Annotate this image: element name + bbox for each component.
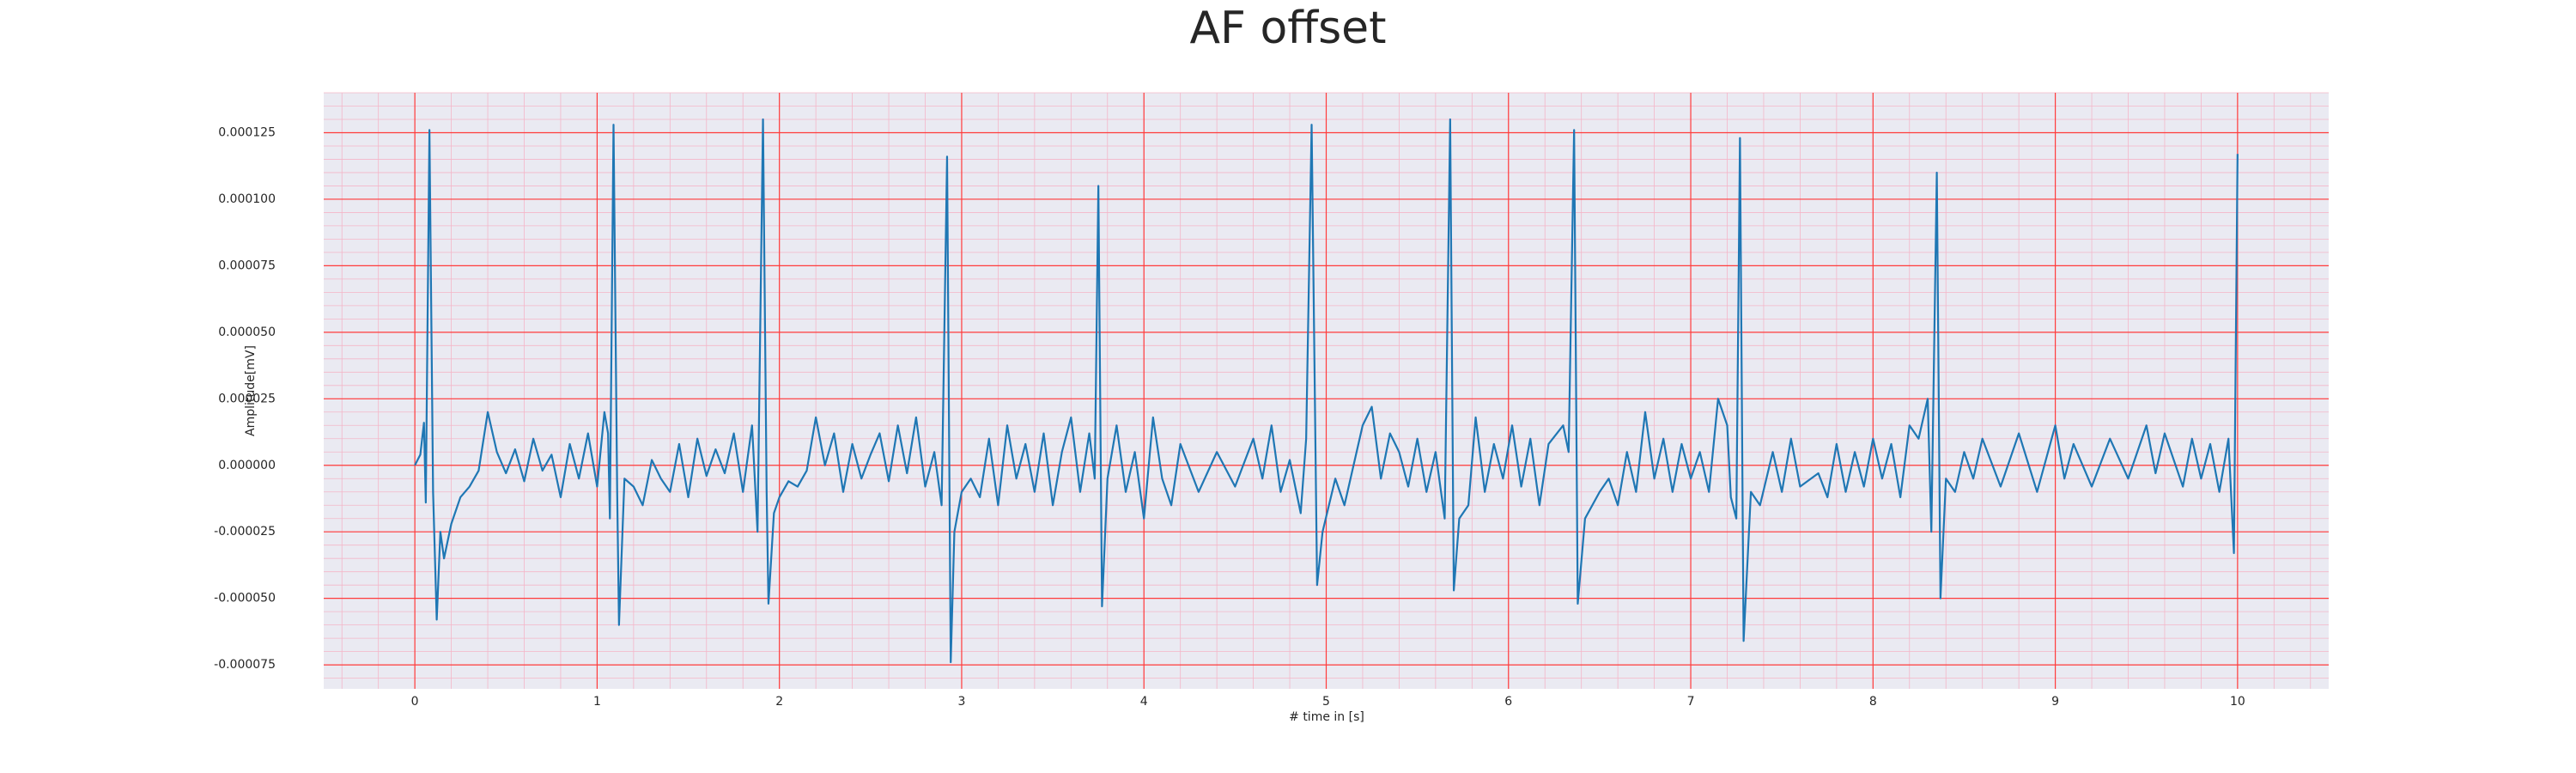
- x-tick-label: 3: [957, 695, 965, 709]
- x-tick-label: 2: [775, 695, 783, 709]
- y-tick-label: -0.000075: [214, 658, 276, 672]
- x-tick-label: 10: [2230, 695, 2245, 709]
- y-tick-label: -0.000025: [214, 525, 276, 539]
- y-axis-label: Amplitude[mV]: [244, 345, 258, 436]
- y-tick-label: 0.000100: [218, 192, 276, 206]
- x-tick-label: 5: [1322, 695, 1330, 709]
- y-tick-label: 0.000125: [218, 125, 276, 139]
- x-tick-label: 0: [411, 695, 419, 709]
- y-tick-label: 0.000050: [218, 326, 276, 339]
- x-tick-label: 9: [2051, 695, 2059, 709]
- x-tick-label: 1: [593, 695, 601, 709]
- x-tick-label: 6: [1504, 695, 1512, 709]
- y-tick-label: 0.000025: [218, 392, 276, 405]
- y-tick-label: 0.000075: [218, 259, 276, 272]
- x-axis-label: # time in [s]: [1289, 710, 1364, 724]
- chart-title: AF offset: [1189, 3, 1386, 54]
- y-tick-label: 0.000000: [218, 459, 276, 472]
- line-series: [414, 118, 2239, 664]
- y-tick-label: -0.000050: [214, 592, 276, 606]
- x-tick-label: 8: [1869, 695, 1877, 709]
- x-tick-label: 4: [1140, 695, 1148, 709]
- x-tick-label: 7: [1687, 695, 1695, 709]
